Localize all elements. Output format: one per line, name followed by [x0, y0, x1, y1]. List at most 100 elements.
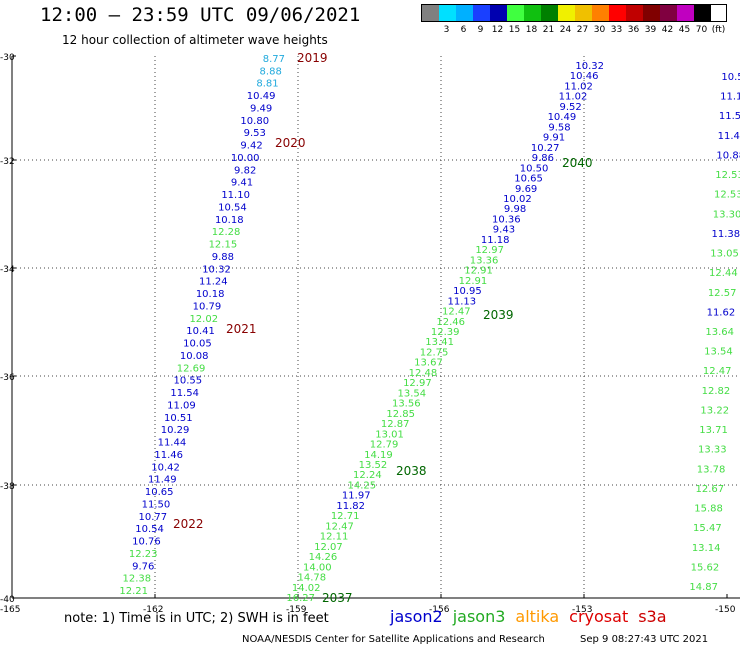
- wave-height-value: 11.51: [719, 111, 740, 122]
- wave-height-value: 12.23: [129, 549, 158, 560]
- pass-time-label: 2021: [226, 322, 257, 336]
- satellite-cryosat: cryosat: [569, 607, 629, 626]
- color-legend: 3 6 9 12 15 18 21 24 27 30 33 36 39 42 45 70 (ft): [421, 4, 727, 35]
- wave-height-value: 8.81: [256, 79, 278, 90]
- wave-height-value: 10.77: [138, 512, 167, 523]
- legend-swatch: [677, 5, 694, 21]
- satellite-altika: altika: [515, 607, 560, 626]
- wave-height-value: 13.01: [375, 429, 404, 440]
- wave-height-value: 14.00: [303, 562, 332, 573]
- wave-height-value: 11.54: [170, 388, 199, 399]
- wave-height-value: 12.69: [177, 363, 206, 374]
- wave-height-value: 11.49: [148, 475, 177, 486]
- page-title: 12:00 — 23:59 UTC 09/06/2021: [40, 4, 361, 26]
- legend-label: 36: [627, 25, 640, 35]
- pass-time-label: 2020: [275, 136, 306, 150]
- legend-label: 9: [477, 25, 484, 35]
- wave-height-value: 15.62: [691, 562, 720, 573]
- legend-swatch: [490, 5, 507, 21]
- legend-label: 42: [661, 25, 674, 35]
- wave-height-value: 11.82: [336, 501, 365, 512]
- legend-label: 6: [460, 25, 467, 35]
- wave-height-value: 13.67: [414, 358, 443, 369]
- legend-swatch: [643, 5, 660, 21]
- legend-swatch: [422, 5, 439, 21]
- legend-label: 21: [542, 25, 555, 35]
- legend-labels: 3 6 9 12 15 18 21 24 27 30 33 36 39 42 45 70 (ft): [421, 25, 727, 35]
- lon-label: -153: [572, 605, 592, 615]
- lat-label: -38: [0, 482, 15, 492]
- wave-height-value: 11.62: [707, 307, 736, 318]
- legend-label: 12: [491, 25, 504, 35]
- wave-height-value: 12.38: [123, 574, 152, 585]
- wave-height-value: 12.87: [381, 419, 410, 430]
- wave-height-value: 10.49: [548, 112, 577, 123]
- wave-height-value: 13.56: [392, 399, 421, 410]
- wave-height-value: 12.15: [209, 240, 238, 251]
- wave-height-value: 12.44: [709, 268, 738, 279]
- wave-height-value: 9.58: [548, 122, 570, 133]
- wave-height-value: 14.87: [689, 582, 718, 593]
- lat-label: -32: [0, 157, 15, 167]
- wave-height-value: 13.14: [692, 543, 721, 554]
- wave-height-value: 12.75: [420, 347, 449, 358]
- legend-swatch: [660, 5, 677, 21]
- lon-label: -165: [0, 605, 20, 615]
- wave-height-value: 9.88: [212, 252, 234, 263]
- wave-height-value: 12.85: [386, 409, 415, 420]
- wave-height-value: 10.00: [231, 153, 260, 164]
- wave-height-value: 11.09: [167, 400, 196, 411]
- legend-swatch: [575, 5, 592, 21]
- legend-label: 70: [695, 25, 708, 35]
- wave-height-value: 9.69: [515, 184, 537, 195]
- wave-height-value: 10.27: [531, 143, 560, 154]
- wave-height-value: 12.82: [702, 386, 731, 397]
- wave-height-value: 13.64: [705, 327, 734, 338]
- lat-label: -30: [0, 53, 15, 63]
- lat-label: -34: [0, 265, 15, 275]
- wave-height-value: 13.36: [470, 255, 499, 266]
- wave-height-value: 10.42: [151, 462, 180, 473]
- legend-swatch: [524, 5, 541, 21]
- legend-label: 39: [644, 25, 657, 35]
- wave-height-value: 11.13: [448, 296, 477, 307]
- lat-label: -40: [0, 595, 15, 605]
- wave-height-value: 11.40: [718, 131, 740, 142]
- satellite-jason2: jason2: [390, 607, 443, 626]
- lon-label: -150: [715, 605, 736, 615]
- legend-unit: (ft): [711, 25, 726, 35]
- wave-height-value: 13.54: [704, 347, 733, 358]
- wave-height-value: 9.82: [234, 165, 256, 176]
- wave-height-value: 9.41: [231, 178, 253, 189]
- pass-time-label: 2022: [173, 517, 204, 531]
- wave-height-value: 9.86: [532, 153, 554, 164]
- wave-height-value: 11.46: [154, 450, 183, 461]
- legend-label: 15: [508, 25, 521, 35]
- lon-label: -162: [143, 605, 163, 615]
- wave-height-value: 10.29: [161, 425, 190, 436]
- wave-height-value: 11.50: [142, 499, 171, 510]
- wave-height-value: 13.22: [700, 405, 729, 416]
- wave-height-value: 10.46: [570, 71, 599, 82]
- legend-swatch: [592, 5, 609, 21]
- wave-height-value: 11.97: [342, 491, 371, 502]
- wave-height-value: 11.44: [158, 438, 187, 449]
- wave-height-value: 16.27: [286, 593, 315, 604]
- wave-height-value: 13.30: [713, 209, 740, 220]
- wave-height-value: 12.71: [331, 511, 360, 522]
- wave-height-value: 10.51: [164, 413, 193, 424]
- legend-label: 24: [559, 25, 572, 35]
- wave-height-value: 12.28: [212, 227, 241, 238]
- wave-height-value: 14.02: [292, 583, 321, 594]
- wave-height-value: 14.25: [347, 480, 376, 491]
- legend-label: 27: [576, 25, 589, 35]
- legend-label: 30: [593, 25, 606, 35]
- wave-height-value: 10.18: [196, 289, 225, 300]
- wave-height-value: 12.97: [475, 245, 504, 256]
- wave-height-value: 13.41: [425, 337, 454, 348]
- wave-height-value: 12.46: [436, 317, 465, 328]
- legend-swatch: [694, 5, 711, 21]
- wave-height-value: 10.08: [180, 351, 209, 362]
- legend-swatch: [626, 5, 643, 21]
